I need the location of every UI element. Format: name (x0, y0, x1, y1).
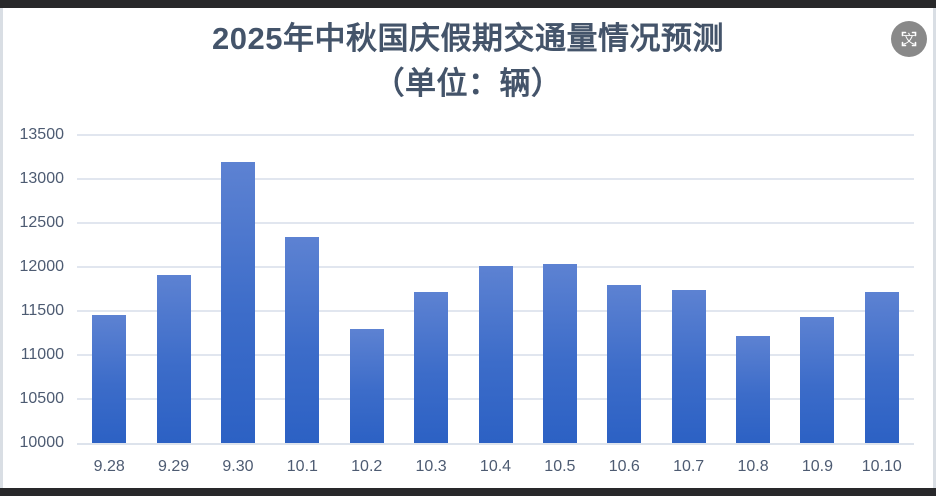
bar-10.10 (864, 291, 899, 443)
x-tick-label-9.30: 9.30 (222, 458, 254, 475)
bar-10.2 (349, 328, 384, 443)
bar-10.6 (607, 284, 642, 443)
y-tick-label-11500: 11500 (20, 302, 64, 319)
chart-title: 2025年中秋国庆假期交通量情况预测 （单位：辆） (0, 16, 936, 106)
x-tick-label-10.1: 10.1 (286, 458, 318, 475)
x-tick-label-10.5: 10.5 (544, 458, 576, 475)
y-tick-label-13500: 13500 (19, 126, 65, 143)
y-tick-label-10500: 10500 (19, 390, 65, 407)
y-tick-label-11000: 11000 (20, 346, 64, 363)
x-tick-label-9.29: 9.29 (157, 458, 190, 475)
gridline-13500 (77, 134, 914, 136)
x-tick-label-10.3: 10.3 (415, 458, 447, 475)
svg-text:文: 文 (903, 32, 916, 47)
bar-10.8 (736, 335, 771, 443)
x-tick-label-10.9: 10.9 (801, 458, 833, 475)
left-frame-bar (0, 8, 3, 488)
x-tick-label-10.2: 10.2 (351, 458, 383, 475)
x-tick-label-10.6: 10.6 (608, 458, 640, 475)
bar-10.3 (414, 291, 449, 443)
bar-9.28 (92, 314, 127, 443)
x-tick-label-10.10: 10.10 (861, 458, 902, 475)
chart-title-line1: 2025年中秋国庆假期交通量情况预测 (212, 21, 724, 56)
chart-title-line2: （单位：辆） (373, 66, 563, 101)
bottom-frame-bar (0, 488, 936, 496)
y-tick-label-12000: 12000 (19, 258, 65, 275)
bar-10.4 (478, 266, 513, 443)
x-tick-label-10.7: 10.7 (673, 458, 705, 475)
right-frame-bar (933, 8, 936, 488)
bar-10.7 (671, 289, 706, 443)
bar-9.29 (156, 274, 191, 443)
bar-10.9 (800, 317, 835, 443)
screen-translate-icon: 文 (891, 21, 927, 57)
bar-10.1 (285, 237, 320, 443)
gridline-13000 (77, 178, 914, 180)
x-tick-label-10.4: 10.4 (479, 458, 512, 475)
x-axis-line (77, 443, 914, 445)
y-tick-label-10000: 10000 (19, 434, 65, 451)
plot-area (77, 134, 914, 443)
gridline-12500 (77, 222, 914, 224)
top-frame-bar (0, 0, 936, 8)
bar-10.5 (542, 263, 577, 443)
bar-9.30 (220, 162, 255, 443)
x-tick-label-10.8: 10.8 (737, 458, 769, 475)
y-tick-label-12500: 12500 (19, 214, 65, 231)
screen-translate-button[interactable]: 文 (890, 20, 928, 58)
y-tick-label-13000: 13000 (19, 170, 65, 187)
x-tick-label-9.28: 9.28 (93, 458, 125, 475)
